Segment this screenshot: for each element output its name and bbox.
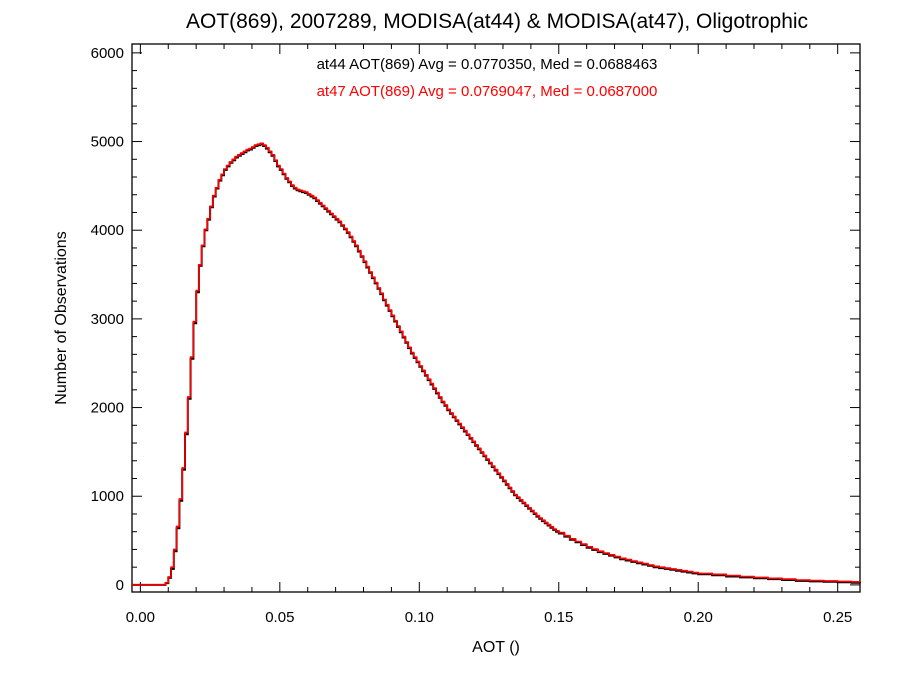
x-axis-label: AOT () [472,639,520,656]
y-tick-label: 0 [116,577,124,594]
annotation-at44: at44 AOT(869) Avg = 0.0770350, Med = 0.0… [317,56,658,73]
x-axis: 0.00 0.05 0.10 0.15 0.20 0.25 [126,44,852,626]
y-tick-label: 6000 [91,45,124,62]
x-tick-label: 0.05 [265,609,294,626]
chart-title: AOT(869), 2007289, MODISA(at44) & MODISA… [186,10,808,33]
plot-frame [131,43,861,593]
x-tick-label: 0.20 [684,609,713,626]
series-layer [132,142,861,586]
series-at47-line [132,142,861,586]
annotation-at47: at47 AOT(869) Avg = 0.0769047, Med = 0.0… [317,83,658,100]
y-axis: 0 1000 2000 3000 4000 5000 6000 [91,45,860,594]
y-tick-label: 5000 [91,134,124,151]
x-tick-label: 0.10 [405,609,434,626]
x-tick-label: 0.15 [544,609,573,626]
y-tick-label: 1000 [91,488,124,505]
y-tick-label: 3000 [91,311,124,328]
x-tick-label: 0.00 [126,609,155,626]
x-tick-label: 0.25 [823,609,852,626]
y-axis-label: Number of Observations [53,231,70,404]
series-at44-line [132,143,861,586]
y-tick-label: 4000 [91,222,124,239]
y-tick-label: 2000 [91,400,124,417]
